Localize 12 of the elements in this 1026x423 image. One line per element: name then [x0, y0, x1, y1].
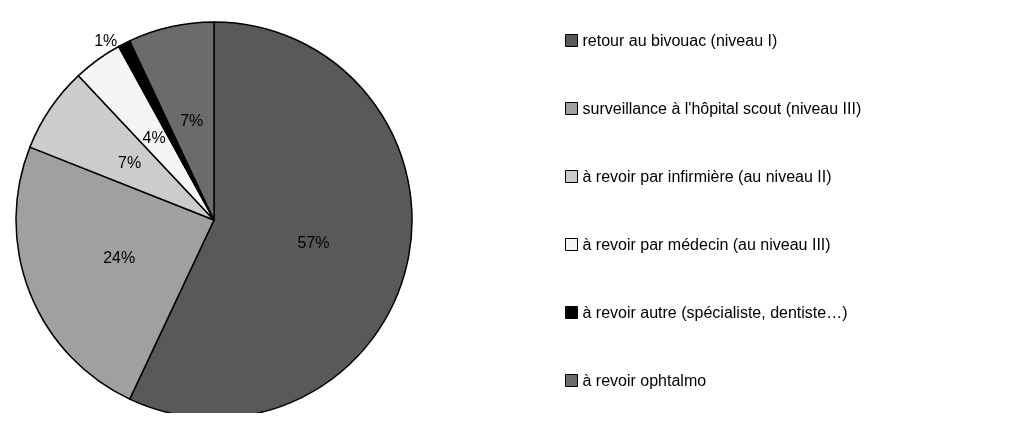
legend-label: à revoir par médecin (au niveau III): [582, 236, 831, 253]
legend-label: retour au bivouac (niveau I): [582, 32, 778, 49]
legend-label: à revoir par infirmière (au niveau II): [582, 168, 832, 185]
data-label: 57%: [297, 233, 330, 251]
data-label: 4%: [142, 128, 166, 146]
legend-label: à revoir ophtalmo: [582, 372, 707, 389]
data-label: 24%: [103, 249, 136, 267]
legend-label: surveillance à l'hôpital scout (niveau III): [582, 100, 862, 117]
data-label: 1%: [94, 31, 118, 49]
data-label: 7%: [118, 154, 142, 172]
legend-label: à revoir autre (spécialiste, dentiste…): [582, 304, 848, 321]
data-label: 7%: [180, 111, 204, 129]
